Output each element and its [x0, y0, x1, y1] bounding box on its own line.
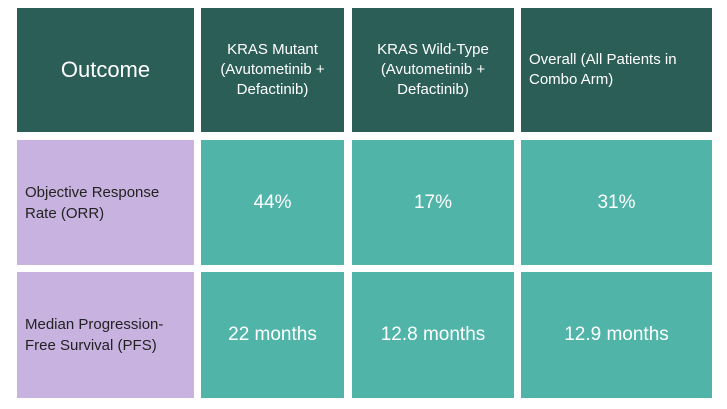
value-cell: 22 months — [201, 272, 344, 398]
row-label: Median Progression-Free Survival (PFS) — [17, 272, 194, 398]
value-cell: 31% — [521, 140, 712, 265]
value-cell: 12.9 months — [521, 272, 712, 398]
row-label: Objective Response Rate (ORR) — [17, 140, 194, 265]
value-cell: 12.8 months — [352, 272, 514, 398]
header-cell: Overall (All Patients in Combo Arm) — [521, 8, 712, 132]
header-cell: KRAS Mutant (Avutometinib + Defactinib) — [201, 8, 344, 132]
value-cell: 17% — [352, 140, 514, 265]
header-cell: Outcome — [17, 8, 194, 132]
header-cell: KRAS Wild-Type (Avutometinib + Defactini… — [352, 8, 514, 132]
value-cell: 44% — [201, 140, 344, 265]
